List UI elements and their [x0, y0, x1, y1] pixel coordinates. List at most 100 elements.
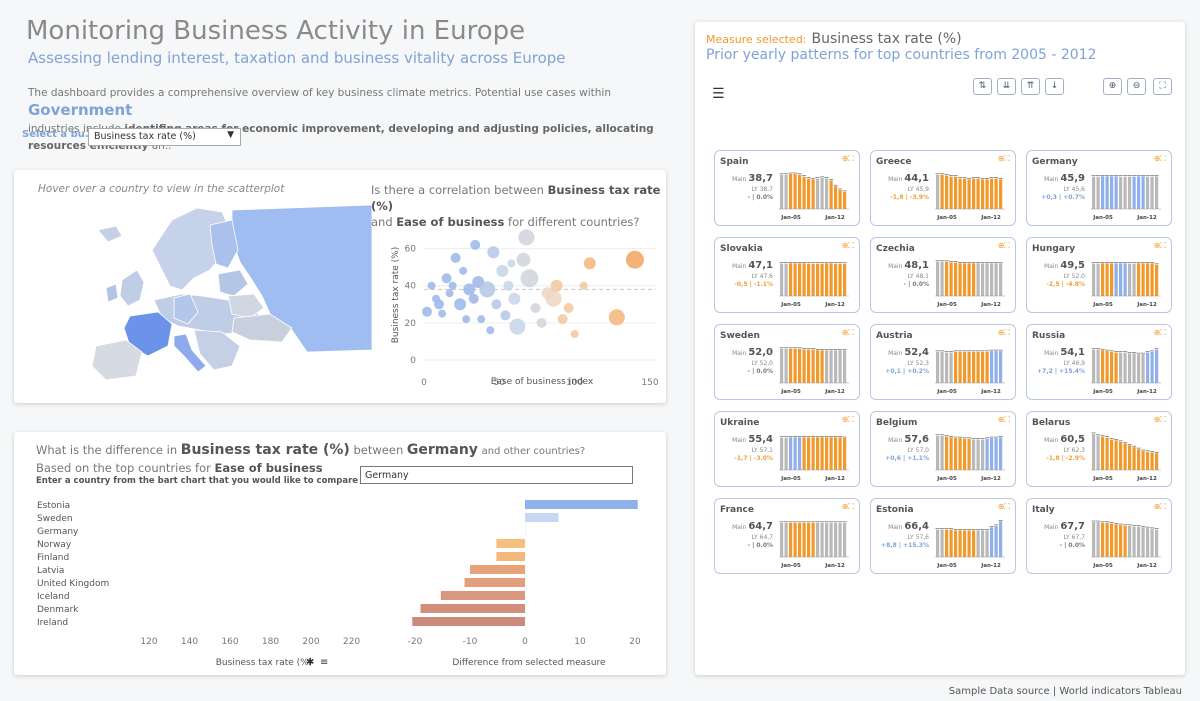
country-card-austria[interactable]: Austria Main 52,4 LY 52,3 +0,1 | +0.2% ⊕⛶ Jan… [870, 324, 1016, 400]
scatter-point[interactable] [491, 299, 502, 310]
card-expand-icon[interactable]: ⊕⛶ [997, 502, 1010, 511]
scatter-point[interactable] [422, 306, 433, 317]
scatter-point[interactable] [448, 281, 457, 290]
diff-bar[interactable] [525, 500, 638, 509]
sort-ascending-icon[interactable]: ⇅ [973, 78, 992, 95]
card-bar [1096, 349, 1100, 383]
scatter-point[interactable] [509, 318, 526, 335]
country-card-spain[interactable]: Spain Main 38,7 LY 38,7- | 0.0% ⊕⛶ Jan-05 Jan… [714, 150, 860, 226]
scatter-point[interactable] [518, 229, 535, 246]
card-expand-icon[interactable]: ⊕⛶ [997, 241, 1010, 250]
country-card-greece[interactable]: Greece Main 44,1 LY 45,9 -1,8 | -3.9% ⊕⛶ Jan-… [870, 150, 1016, 226]
card-expand-icon[interactable]: ⊕⛶ [841, 154, 854, 163]
scatter-point[interactable] [530, 303, 541, 313]
country-card-sweden[interactable]: Sweden Main 52,0 LY 52,0- | 0.0% ⊕⛶ Jan-05 Ja… [714, 324, 860, 400]
country-card-belarus[interactable]: Belarus Main 60,5 LY 62,3 -1,8 | -2.9% ⊕⛶ Jan… [1026, 411, 1172, 487]
scatter-point[interactable] [570, 330, 579, 338]
card-main-number: 38,7 [748, 173, 773, 184]
scatter-point[interactable] [477, 315, 486, 324]
zoom-in-icon[interactable]: ⊕ [1103, 78, 1122, 95]
scatter-point[interactable] [462, 315, 471, 324]
scatter-point[interactable] [463, 283, 476, 296]
scatter-point[interactable] [434, 299, 445, 310]
country-card-belgium[interactable]: Belgium Main 57,6 LY 57,0 +0,6 | +1.1% ⊕⛶ Jan… [870, 411, 1016, 487]
card-main-label: Main [888, 263, 903, 270]
scatter-point[interactable] [557, 314, 568, 325]
country-card-germany[interactable]: Germany Main 45,9 LY 45,6 +0,3 | +0.7% ⊕⛶ Jan… [1026, 150, 1172, 226]
card-expand-icon[interactable]: ⊕⛶ [841, 502, 854, 511]
scatter-point[interactable] [479, 281, 496, 298]
zoom-out-icon[interactable]: ⊖ [1127, 78, 1146, 95]
scatter-point[interactable] [445, 289, 454, 298]
scatter-point[interactable] [550, 279, 563, 292]
scatterplot[interactable]: 0 20 40 60 0 50 100 150 Ease of business index Bu… [372, 222, 662, 392]
europe-map[interactable] [82, 200, 372, 385]
scatter-point[interactable] [486, 326, 495, 335]
card-expand-icon[interactable]: ⊕⛶ [1153, 415, 1166, 424]
card-expand-icon[interactable]: ⊕⛶ [997, 415, 1010, 424]
diff-bar[interactable] [525, 526, 526, 535]
card-bar [793, 348, 797, 383]
card-expand-icon[interactable]: ⊕⛶ [997, 328, 1010, 337]
scatter-point[interactable] [563, 303, 574, 313]
scatter-point[interactable] [520, 269, 539, 288]
country-card-russia[interactable]: Russia Main 54,1 LY 46,9 +7,2 | +15.4% ⊕⛶ Jan… [1026, 324, 1172, 400]
card-expand-icon[interactable]: ⊕⛶ [841, 328, 854, 337]
scatter-point[interactable] [468, 293, 479, 304]
country-card-hungary[interactable]: Hungary Main 49,5 LY 52,0 -2,5 | -4.8% ⊕⛶ Jan… [1026, 237, 1172, 313]
scatter-point[interactable] [516, 252, 531, 267]
scatter-point[interactable] [625, 250, 644, 269]
scatter-point[interactable] [454, 298, 467, 311]
card-expand-icon[interactable]: ⊕⛶ [1153, 241, 1166, 250]
difference-bar-chart[interactable]: Estonia Sweden Germany Norway Finland Latvia U… [14, 492, 666, 672]
scatter-point[interactable] [441, 273, 452, 284]
scatter-point[interactable] [507, 259, 516, 268]
card-expand-icon[interactable]: ⊕⛶ [841, 415, 854, 424]
scatter-point[interactable] [508, 292, 521, 305]
pin-icon[interactable]: ✱ [306, 657, 314, 668]
scatter-point[interactable] [608, 309, 625, 326]
card-expand-icon[interactable]: ⊕⛶ [1153, 328, 1166, 337]
country-card-france[interactable]: France Main 64,7 LY 64,7- | 0.0% ⊕⛶ Jan-05 Ja… [714, 498, 860, 574]
scatter-point[interactable] [503, 280, 514, 291]
card-bar [1141, 527, 1145, 557]
country-card-czechia[interactable]: Czechia Main 48,1 LY 48,1- | 0.0% ⊕⛶ Jan-05 J… [870, 237, 1016, 313]
scatter-point[interactable] [459, 266, 468, 275]
measure-selector[interactable]: Business tax rate (%) ▼ [88, 128, 241, 146]
scatter-point[interactable] [536, 317, 547, 328]
scatter-point[interactable] [470, 239, 481, 250]
sort-alpha-icon[interactable]: ⇈ [1021, 78, 1040, 95]
diff-bar[interactable] [470, 565, 525, 574]
card-expand-icon[interactable]: ⊕⛶ [1153, 154, 1166, 163]
diff-bar[interactable] [525, 513, 559, 522]
sort-descending-icon[interactable]: ⇊ [997, 78, 1016, 95]
country-card-slovakia[interactable]: Slovakia Main 47,1 LY 47,6 -0,5 | -1.1% ⊕⛶ Ja… [714, 237, 860, 313]
diff-bar[interactable] [464, 578, 526, 587]
diff-bar[interactable] [496, 539, 525, 548]
scatter-point[interactable] [427, 281, 436, 290]
compare-country-input[interactable] [360, 466, 633, 484]
fit-screen-icon[interactable]: ⛶ [1153, 78, 1172, 95]
scatter-point[interactable] [487, 246, 500, 259]
scatter-point[interactable] [545, 290, 562, 307]
scatter-point[interactable] [438, 309, 447, 318]
card-expand-icon[interactable]: ⊕⛶ [841, 241, 854, 250]
card-expand-icon[interactable]: ⊕⛶ [997, 154, 1010, 163]
diff-bar[interactable] [496, 552, 525, 561]
scatter-point[interactable] [496, 264, 509, 277]
diff-bar[interactable] [420, 604, 526, 613]
sort-clear-icon[interactable]: ↓ [1045, 78, 1064, 95]
scatter-point[interactable] [500, 310, 511, 321]
menu-icon[interactable]: ☰ [712, 86, 725, 102]
scatter-point[interactable] [579, 281, 588, 290]
country-card-italy[interactable]: Italy Main 67,7 LY 67,7- | 0.0% ⊕⛶ Jan-05 Jan… [1026, 498, 1172, 574]
sort-icon[interactable]: ≡ [320, 657, 328, 668]
country-card-ukraine[interactable]: Ukraine Main 55,4 LY 57,1 -1,7 | -3.0% ⊕⛶ Jan… [714, 411, 860, 487]
scatter-point[interactable] [583, 257, 596, 270]
diff-bar[interactable] [412, 617, 525, 626]
card-expand-icon[interactable]: ⊕⛶ [1153, 502, 1166, 511]
country-card-estonia[interactable]: Estonia Main 66,4 LY 57,6 +8,8 | +15.3% ⊕⛶ Ja… [870, 498, 1016, 574]
diff-bar[interactable] [440, 591, 525, 600]
scatter-y-tick: 0 [410, 356, 416, 366]
scatter-point[interactable] [450, 252, 461, 263]
